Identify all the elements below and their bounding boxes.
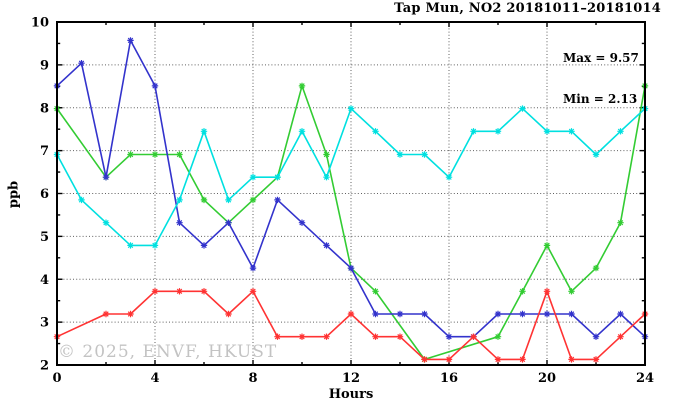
chart-title: Tap Mun, NO2 20181011–20181014 — [394, 1, 661, 16]
series-line-cyan — [56, 107, 646, 247]
y-tick-label: 6 — [40, 187, 49, 202]
y-tick-label: 3 — [40, 316, 49, 331]
x-tick-label: 4 — [150, 371, 159, 386]
x-axis-title: Hours — [328, 387, 374, 402]
gridlines — [57, 22, 645, 365]
y-tick-label: 8 — [40, 101, 49, 116]
tick-labels: 2 3 4 5 6 7 8 9 10 0 4 8 12 16 20 24 — [31, 16, 654, 387]
y-axis-title: ppb — [6, 180, 22, 209]
x-tick-label: 24 — [636, 371, 654, 386]
y-tick-label: 10 — [31, 16, 49, 31]
max-value-label: Max = 9.57 — [563, 51, 639, 65]
plot-border — [56, 21, 646, 366]
series-green — [53, 82, 649, 363]
y-tick-label: 7 — [40, 144, 49, 159]
x-tick-label: 8 — [248, 371, 257, 386]
x-tick-label: 0 — [52, 371, 61, 386]
y-tick-label: 2 — [40, 359, 49, 374]
watermark: © 2025, ENVF, HKUST — [58, 342, 278, 362]
series-blue — [53, 37, 649, 340]
x-tick-label: 20 — [538, 371, 556, 386]
y-tick-label: 5 — [40, 230, 49, 245]
y-tick-label: 4 — [40, 273, 49, 288]
min-value-label: Min = 2.13 — [563, 91, 638, 106]
series-line-red — [56, 290, 646, 361]
stats-box: Max = 9.57 Min = 2.13 — [563, 25, 639, 133]
x-tick-label: 12 — [342, 371, 360, 386]
x-tick-label: 16 — [440, 371, 458, 386]
y-tick-label: 9 — [40, 58, 49, 73]
